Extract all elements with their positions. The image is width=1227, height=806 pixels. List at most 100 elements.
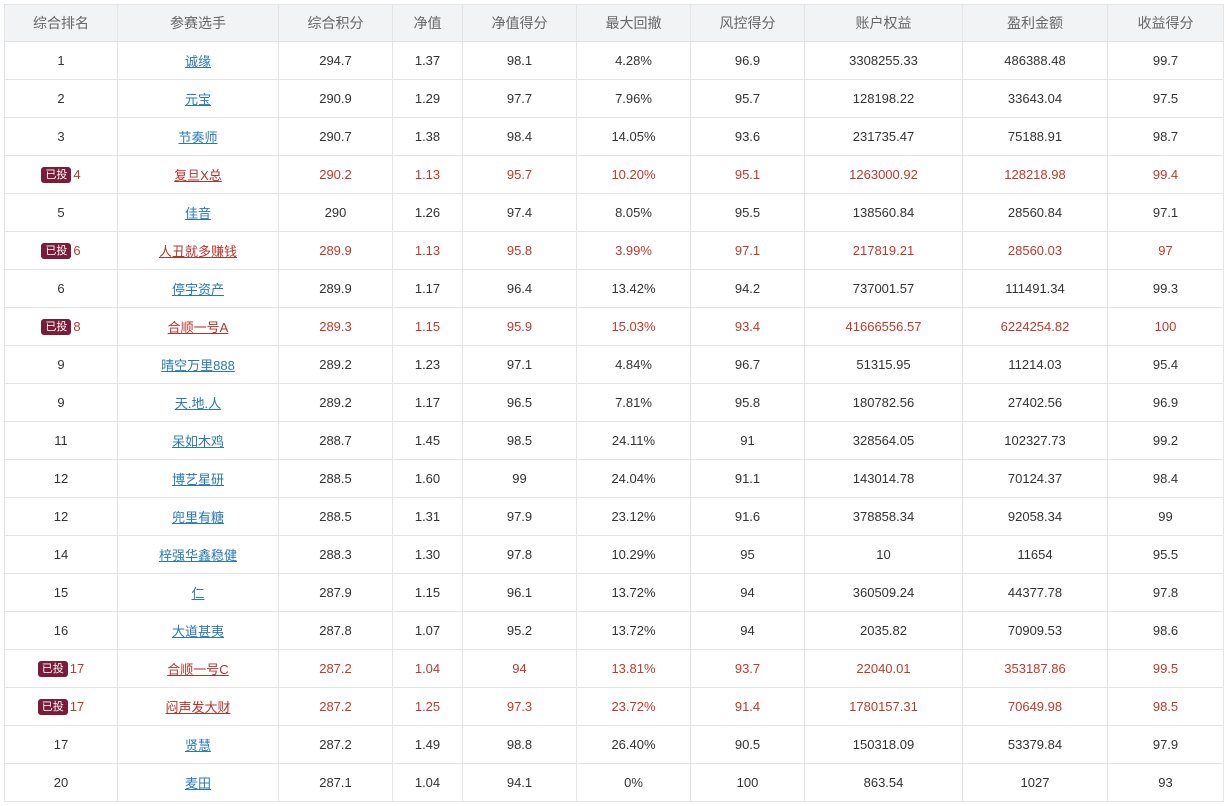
score-cell: 287.2	[278, 687, 393, 726]
score-cell: 290.7	[278, 117, 393, 156]
risk-score-cell: 94	[690, 611, 805, 650]
player-link[interactable]: 贤慧	[184, 738, 211, 753]
nav-score-cell: 95.7	[462, 155, 577, 194]
risk-score-cell: 94	[690, 573, 805, 612]
player-cell: 诚缘	[117, 41, 279, 80]
player-link[interactable]: 麦田	[184, 776, 211, 791]
table-body: 1 诚缘 294.7 1.37 98.1 4.28% 96.9 3308255.33 48638…	[4, 41, 1224, 802]
player-link[interactable]: 晴空万里888	[161, 358, 235, 373]
score-cell: 290	[278, 193, 393, 232]
risk-score-cell: 95.5	[690, 193, 805, 232]
table-row: 已投 6 人丑就多赚钱 289.9 1.13 95.8 3.99% 97.1 217819.21…	[4, 231, 1224, 270]
header-row: 综合排名 参赛选手 综合积分 净值 净值得分 最大回撤 风控得分 账户权益 盈利…	[4, 4, 1224, 42]
rank-value: 17	[53, 737, 69, 752]
player-link[interactable]: 元宝	[184, 92, 211, 107]
player-link[interactable]: 闷声发大财	[165, 700, 231, 715]
rank-cell: 6	[4, 269, 118, 308]
header-player[interactable]: 参赛选手	[117, 4, 279, 42]
max-drawdown-cell: 15.03%	[576, 307, 691, 346]
nav-score-cell: 98.8	[462, 725, 577, 764]
equity-cell: 360509.24	[804, 573, 963, 612]
profit-cell: 128218.98	[962, 155, 1108, 194]
max-drawdown-cell: 4.28%	[576, 41, 691, 80]
profit-cell: 75188.91	[962, 117, 1108, 156]
player-link[interactable]: 兜里有糖	[171, 510, 224, 525]
table-header: 综合排名 参赛选手 综合积分 净值 净值得分 最大回撤 风控得分 账户权益 盈利…	[4, 4, 1224, 42]
player-link[interactable]: 停宇资产	[171, 282, 224, 297]
header-max-drawdown[interactable]: 最大回撤	[576, 4, 691, 42]
max-drawdown-cell: 8.05%	[576, 193, 691, 232]
rank-value: 12	[53, 471, 69, 486]
profit-cell: 70124.37	[962, 459, 1108, 498]
rank-value: 9	[57, 395, 65, 410]
player-link[interactable]: 呆如木鸡	[171, 434, 224, 449]
profit-cell: 70909.53	[962, 611, 1108, 650]
risk-score-cell: 91	[690, 421, 805, 460]
equity-cell: 328564.05	[804, 421, 963, 460]
risk-score-cell: 91.6	[690, 497, 805, 536]
table-row: 9 天.地.人 289.2 1.17 96.5 7.81% 95.8 180782.56 274…	[4, 383, 1224, 422]
header-return-score[interactable]: 收益得分	[1107, 4, 1224, 42]
nav-cell: 1.29	[392, 79, 463, 118]
table-row: 3 节奏师 290.7 1.38 98.4 14.05% 93.6 231735.47 7518…	[4, 117, 1224, 156]
table-row: 15 仁 287.9 1.15 96.1 13.72% 94 360509.24 44377.7…	[4, 573, 1224, 612]
max-drawdown-cell: 23.12%	[576, 497, 691, 536]
player-link[interactable]: 复旦X总	[174, 168, 222, 183]
player-link[interactable]: 节奏师	[178, 130, 218, 145]
return-score-cell: 98.6	[1107, 611, 1224, 650]
nav-cell: 1.37	[392, 41, 463, 80]
player-cell: 元宝	[117, 79, 279, 118]
player-cell: 麦田	[117, 763, 279, 802]
max-drawdown-cell: 13.72%	[576, 573, 691, 612]
nav-cell: 1.23	[392, 345, 463, 384]
profit-cell: 53379.84	[962, 725, 1108, 764]
player-link[interactable]: 博艺星研	[171, 472, 224, 487]
rank-cell: 17	[4, 725, 118, 764]
header-equity[interactable]: 账户权益	[804, 4, 963, 42]
player-link[interactable]: 人丑就多赚钱	[158, 244, 237, 259]
rank-value: 15	[53, 585, 69, 600]
header-nav[interactable]: 净值	[392, 4, 463, 42]
table-row: 11 呆如木鸡 288.7 1.45 98.5 24.11% 91 328564.05 1023…	[4, 421, 1224, 460]
nav-cell: 1.31	[392, 497, 463, 536]
ranking-table: 综合排名 参赛选手 综合积分 净值 净值得分 最大回撤 风控得分 账户权益 盈利…	[4, 4, 1224, 802]
rank-value: 1	[57, 53, 65, 68]
header-rank[interactable]: 综合排名	[4, 4, 118, 42]
nav-cell: 1.60	[392, 459, 463, 498]
equity-cell: 41666556.57	[804, 307, 963, 346]
header-risk-score[interactable]: 风控得分	[690, 4, 805, 42]
player-cell: 仁	[117, 573, 279, 612]
table-row: 14 梓强华鑫稳健 288.3 1.30 97.8 10.29% 95 10 11654 95.5	[4, 535, 1224, 574]
nav-cell: 1.25	[392, 687, 463, 726]
risk-score-cell: 94.2	[690, 269, 805, 308]
table-row: 20 麦田 287.1 1.04 94.1 0% 100 863.54 1027 93	[4, 763, 1224, 802]
player-link[interactable]: 佳音	[184, 206, 211, 221]
player-link[interactable]: 大道甚夷	[171, 624, 224, 639]
player-link[interactable]: 诚缘	[184, 54, 211, 69]
header-profit[interactable]: 盈利金额	[962, 4, 1108, 42]
player-link[interactable]: 合顺一号C	[167, 662, 229, 677]
max-drawdown-cell: 3.99%	[576, 231, 691, 270]
player-link[interactable]: 天.地.人	[174, 396, 222, 411]
header-nav-score[interactable]: 净值得分	[462, 4, 577, 42]
rank-cell: 已投 17	[4, 687, 118, 726]
risk-score-cell: 95.1	[690, 155, 805, 194]
rank-cell: 已投 8	[4, 307, 118, 346]
rank-cell: 5	[4, 193, 118, 232]
header-score[interactable]: 综合积分	[278, 4, 393, 42]
player-cell: 佳音	[117, 193, 279, 232]
score-cell: 289.9	[278, 269, 393, 308]
nav-score-cell: 96.4	[462, 269, 577, 308]
rank-value: 11	[54, 433, 68, 448]
profit-cell: 44377.78	[962, 573, 1108, 612]
player-cell: 博艺星研	[117, 459, 279, 498]
player-link[interactable]: 合顺一号A	[167, 320, 229, 335]
profit-cell: 486388.48	[962, 41, 1108, 80]
equity-cell: 863.54	[804, 763, 963, 802]
player-cell: 梓强华鑫稳健	[117, 535, 279, 574]
return-score-cell: 99	[1107, 497, 1224, 536]
equity-cell: 737001.57	[804, 269, 963, 308]
risk-score-cell: 95.8	[690, 383, 805, 422]
player-link[interactable]: 仁	[191, 586, 205, 601]
player-link[interactable]: 梓强华鑫稳健	[158, 548, 237, 563]
